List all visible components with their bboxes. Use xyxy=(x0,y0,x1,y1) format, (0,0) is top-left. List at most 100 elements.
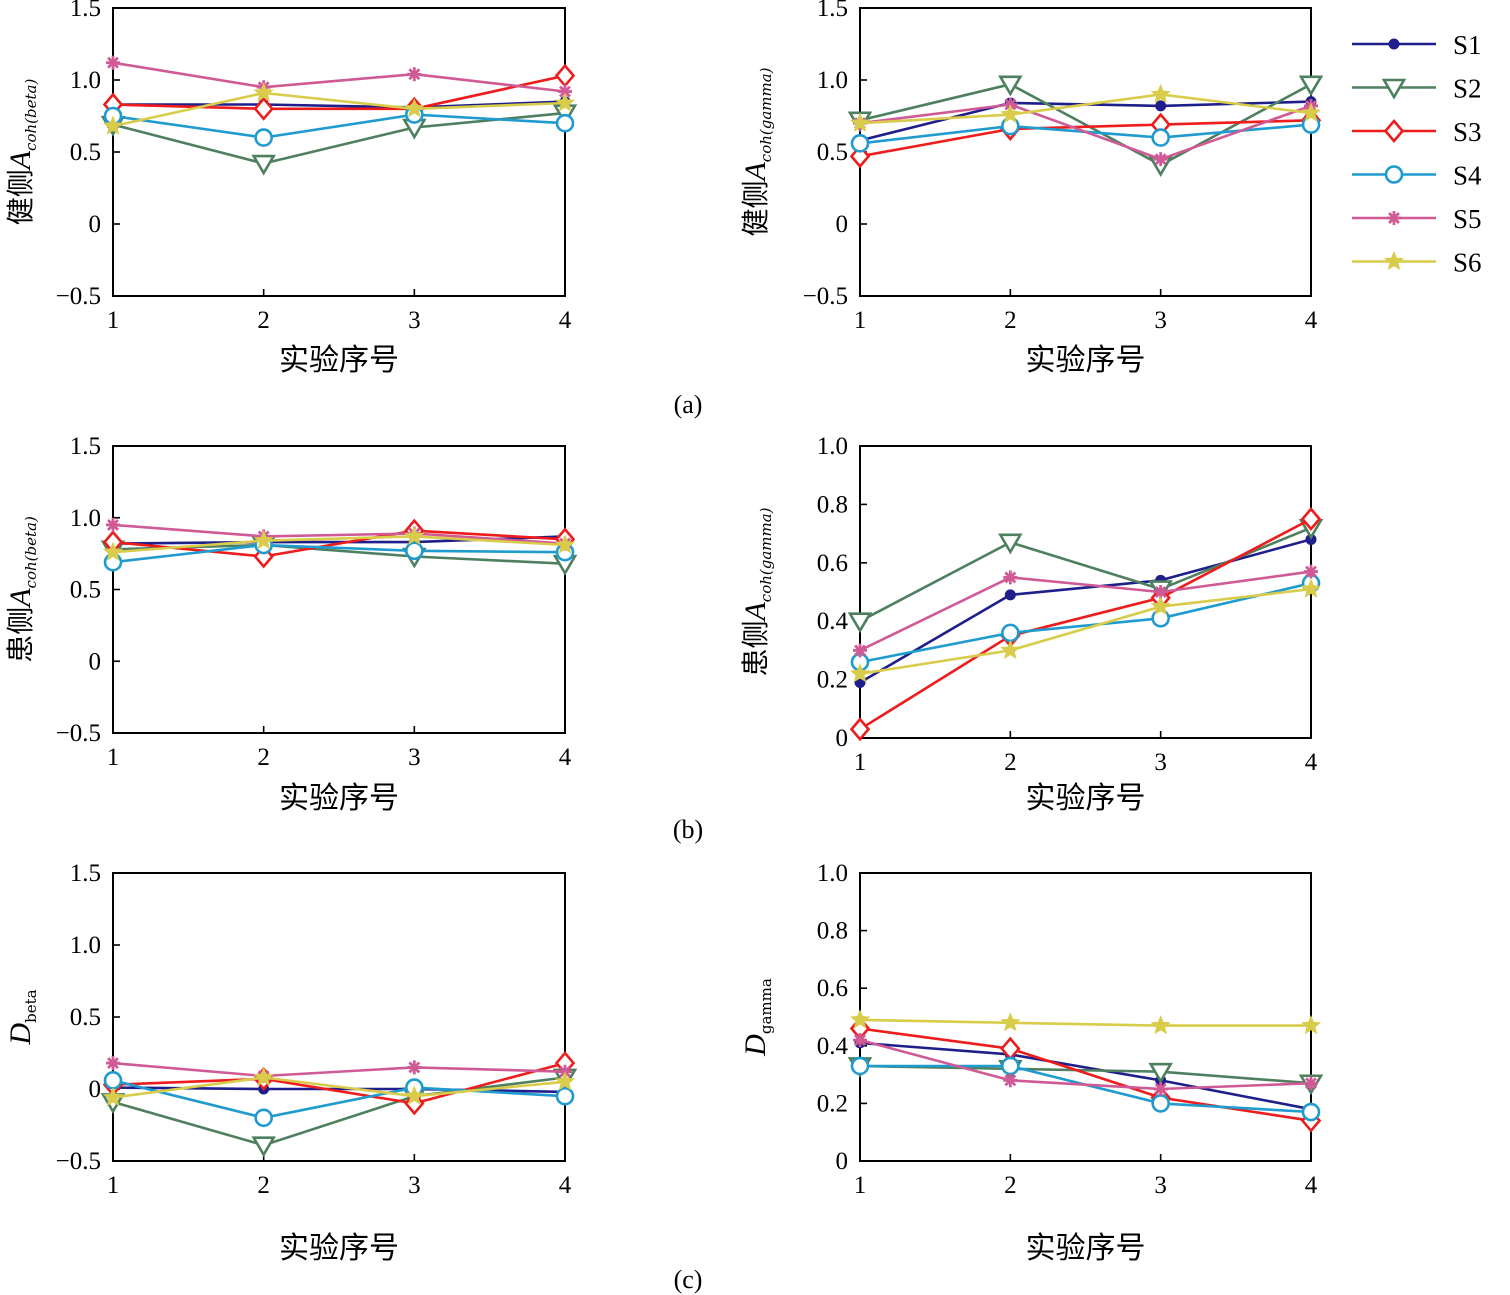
data-point-S6 xyxy=(404,525,425,545)
series-line-S6 xyxy=(112,91,566,128)
legend-label: S2 xyxy=(1453,74,1482,104)
data-point-S5 xyxy=(1153,152,1168,167)
data-point-S5-stroke xyxy=(107,1057,119,1070)
y-tick-label: 0.5 xyxy=(70,577,101,604)
x-tick-label: 3 xyxy=(1154,749,1167,776)
data-point-S4 xyxy=(1001,623,1020,643)
x-tick-label: 1 xyxy=(107,307,120,334)
axes-box xyxy=(859,7,1312,297)
data-point-S5-stroke xyxy=(408,1061,421,1074)
y-axis-label-subscript: coh(beta) xyxy=(22,79,40,151)
series-line-S2 xyxy=(859,1064,1312,1085)
data-point-S6 xyxy=(102,1087,124,1107)
y-axis-label: 健侧Acoh(gamma) xyxy=(739,67,775,236)
series-line-S3 xyxy=(859,1027,1312,1122)
data-point-S4 xyxy=(1001,1056,1020,1076)
legend-label: S5 xyxy=(1453,204,1482,234)
y-tick-label: 0.5 xyxy=(70,139,101,166)
y-axis-label-prefix: 健侧 xyxy=(4,169,37,225)
x-tick-label: 4 xyxy=(559,744,572,771)
data-point-S6 xyxy=(102,541,124,561)
y-tick-label: 0 xyxy=(89,1076,102,1103)
data-point-S4 xyxy=(1151,1094,1170,1113)
series-S5 xyxy=(106,55,572,99)
y-axis-label-subscript: coh(gamma) xyxy=(757,67,775,162)
data-point-S6 xyxy=(253,530,274,550)
data-point-S2 xyxy=(251,154,276,176)
y-axis-label-prefix: 患侧 xyxy=(739,621,772,677)
x-tick-label: 2 xyxy=(1004,307,1017,334)
data-point-S4 xyxy=(254,1108,273,1128)
series-line-S5 xyxy=(112,523,566,545)
legend-entry-S4: S4 xyxy=(1352,161,1482,191)
series-line-S5 xyxy=(112,61,566,93)
legend-marker-S2 xyxy=(1381,78,1407,100)
data-point-S5-stroke xyxy=(1154,153,1167,166)
series-S5 xyxy=(853,1033,1318,1096)
data-point-S5 xyxy=(853,1033,867,1048)
data-point-S1 xyxy=(1004,589,1016,601)
data-point-S6 xyxy=(253,82,274,102)
y-tick-label: 1.0 xyxy=(817,860,848,887)
y-tick-label: 1.0 xyxy=(817,433,848,460)
y-tick-label: 0.5 xyxy=(817,139,848,166)
legend-label: S3 xyxy=(1453,117,1482,147)
data-point-S6 xyxy=(554,534,576,554)
x-tick-label: 2 xyxy=(257,1172,270,1199)
series-S3 xyxy=(849,1016,1322,1133)
x-axis-label: 实验序号 xyxy=(279,781,399,816)
x-axis-label: 实验序号 xyxy=(279,343,399,378)
y-axis-label: 患侧Acoh(gamma) xyxy=(739,507,775,676)
series-S3 xyxy=(849,506,1322,742)
y-axis-label-prefix: 患侧 xyxy=(4,607,37,663)
legend-entry-S6: S6 xyxy=(1352,248,1482,278)
data-point-S2 xyxy=(847,612,873,634)
data-point-S1 xyxy=(1155,100,1167,112)
data-point-S2 xyxy=(1148,1062,1173,1084)
y-axis-label-subscript: gamma xyxy=(757,978,775,1034)
data-point-S6 xyxy=(849,112,871,132)
series-line-S5 xyxy=(859,1038,1312,1091)
series-S6 xyxy=(102,525,576,561)
legend-marker-S5-stroke xyxy=(1388,212,1400,224)
chart-3: −0.5 0 0.5 1.0 1.5 1 2 3 4 实验序号 患侧Acoh(beta) xyxy=(4,433,578,816)
y-tick-label: 1.5 xyxy=(70,860,101,887)
series-S3 xyxy=(849,108,1322,169)
axes-box xyxy=(112,7,566,297)
y-tick-label: −0.5 xyxy=(56,1148,101,1175)
data-point-S4 xyxy=(103,1071,123,1090)
legend-entry-S5: S5 xyxy=(1352,204,1482,234)
data-point-S4 xyxy=(1151,128,1170,147)
chart-4: 0 0.2 0.4 0.6 0.8 1.0 1 2 3 4 实验序号 患侧Acoh(gamma) xyxy=(739,433,1324,816)
axes-box xyxy=(859,445,1312,739)
data-point-S6 xyxy=(1300,578,1322,598)
data-point-S6 xyxy=(102,115,124,135)
data-point-S6 xyxy=(1000,639,1021,659)
data-point-S5-stroke xyxy=(408,68,421,81)
data-point-S5 xyxy=(1304,564,1318,579)
x-tick-label: 3 xyxy=(1154,1172,1167,1199)
series-line-S5 xyxy=(112,1061,566,1078)
x-tick-label: 3 xyxy=(408,1172,421,1199)
series-S5 xyxy=(106,517,572,551)
data-point-S2 xyxy=(998,75,1023,97)
data-point-S5 xyxy=(407,67,422,82)
y-tick-label: 1.5 xyxy=(70,0,101,22)
data-point-S5-stroke xyxy=(854,644,866,657)
legend-entry-S2: S2 xyxy=(1352,74,1482,104)
y-tick-label: 1.0 xyxy=(70,67,101,94)
y-axis-label-symbol: D xyxy=(4,1023,37,1046)
chart-2: −0.5 0 0.5 1.0 1.5 1 2 3 4 实验序号 健侧Acoh(gamma) xyxy=(739,0,1324,378)
x-tick-label: 1 xyxy=(107,1172,120,1199)
panel-label: (b) xyxy=(673,815,703,844)
series-S1 xyxy=(854,1037,1317,1115)
y-axis-label-symbol: A xyxy=(739,602,772,623)
x-tick-label: 2 xyxy=(1004,1172,1017,1199)
legend-entry-S1: S1 xyxy=(1352,30,1482,60)
data-point-S6 xyxy=(1150,596,1171,616)
y-tick-label: −0.5 xyxy=(803,283,848,310)
y-tick-label: 1.0 xyxy=(70,932,101,959)
x-tick-label: 1 xyxy=(854,1172,867,1199)
data-point-S6 xyxy=(1150,1015,1171,1035)
series-line-S1 xyxy=(859,538,1312,684)
